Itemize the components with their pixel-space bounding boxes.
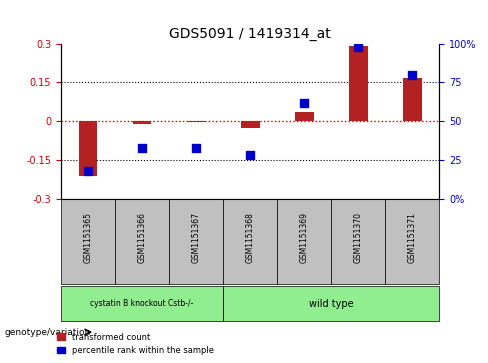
Bar [241, 121, 260, 128]
FancyBboxPatch shape [115, 199, 169, 284]
Text: GSM1151365: GSM1151365 [83, 212, 93, 263]
Point [408, 73, 416, 78]
Bar [186, 121, 205, 122]
Text: GSM1151368: GSM1151368 [245, 212, 255, 262]
Text: GSM1151369: GSM1151369 [300, 212, 308, 263]
Point [246, 152, 254, 158]
Point [138, 145, 146, 151]
Bar [349, 46, 367, 121]
Text: cystatin B knockout Cstb-/-: cystatin B knockout Cstb-/- [90, 299, 194, 308]
Bar [295, 112, 314, 121]
Text: GSM1151370: GSM1151370 [354, 212, 363, 263]
Legend: transformed count, percentile rank within the sample: transformed count, percentile rank withi… [53, 328, 218, 359]
Point [300, 101, 308, 106]
Title: GDS5091 / 1419314_at: GDS5091 / 1419314_at [169, 27, 331, 41]
Point [354, 45, 362, 50]
Text: genotype/variation: genotype/variation [5, 328, 91, 337]
FancyBboxPatch shape [277, 199, 331, 284]
FancyBboxPatch shape [169, 199, 223, 284]
Point [84, 168, 92, 174]
FancyBboxPatch shape [223, 199, 277, 284]
Text: GSM1151371: GSM1151371 [407, 212, 417, 262]
Bar [403, 78, 422, 121]
FancyBboxPatch shape [223, 286, 439, 321]
FancyBboxPatch shape [331, 199, 385, 284]
Bar [79, 121, 98, 176]
FancyBboxPatch shape [385, 199, 439, 284]
Point [192, 146, 200, 151]
FancyBboxPatch shape [61, 286, 223, 321]
FancyBboxPatch shape [61, 199, 115, 284]
Text: wild type: wild type [309, 299, 353, 309]
Text: GSM1151366: GSM1151366 [138, 212, 146, 263]
Text: GSM1151367: GSM1151367 [192, 212, 201, 263]
Bar [133, 121, 151, 124]
